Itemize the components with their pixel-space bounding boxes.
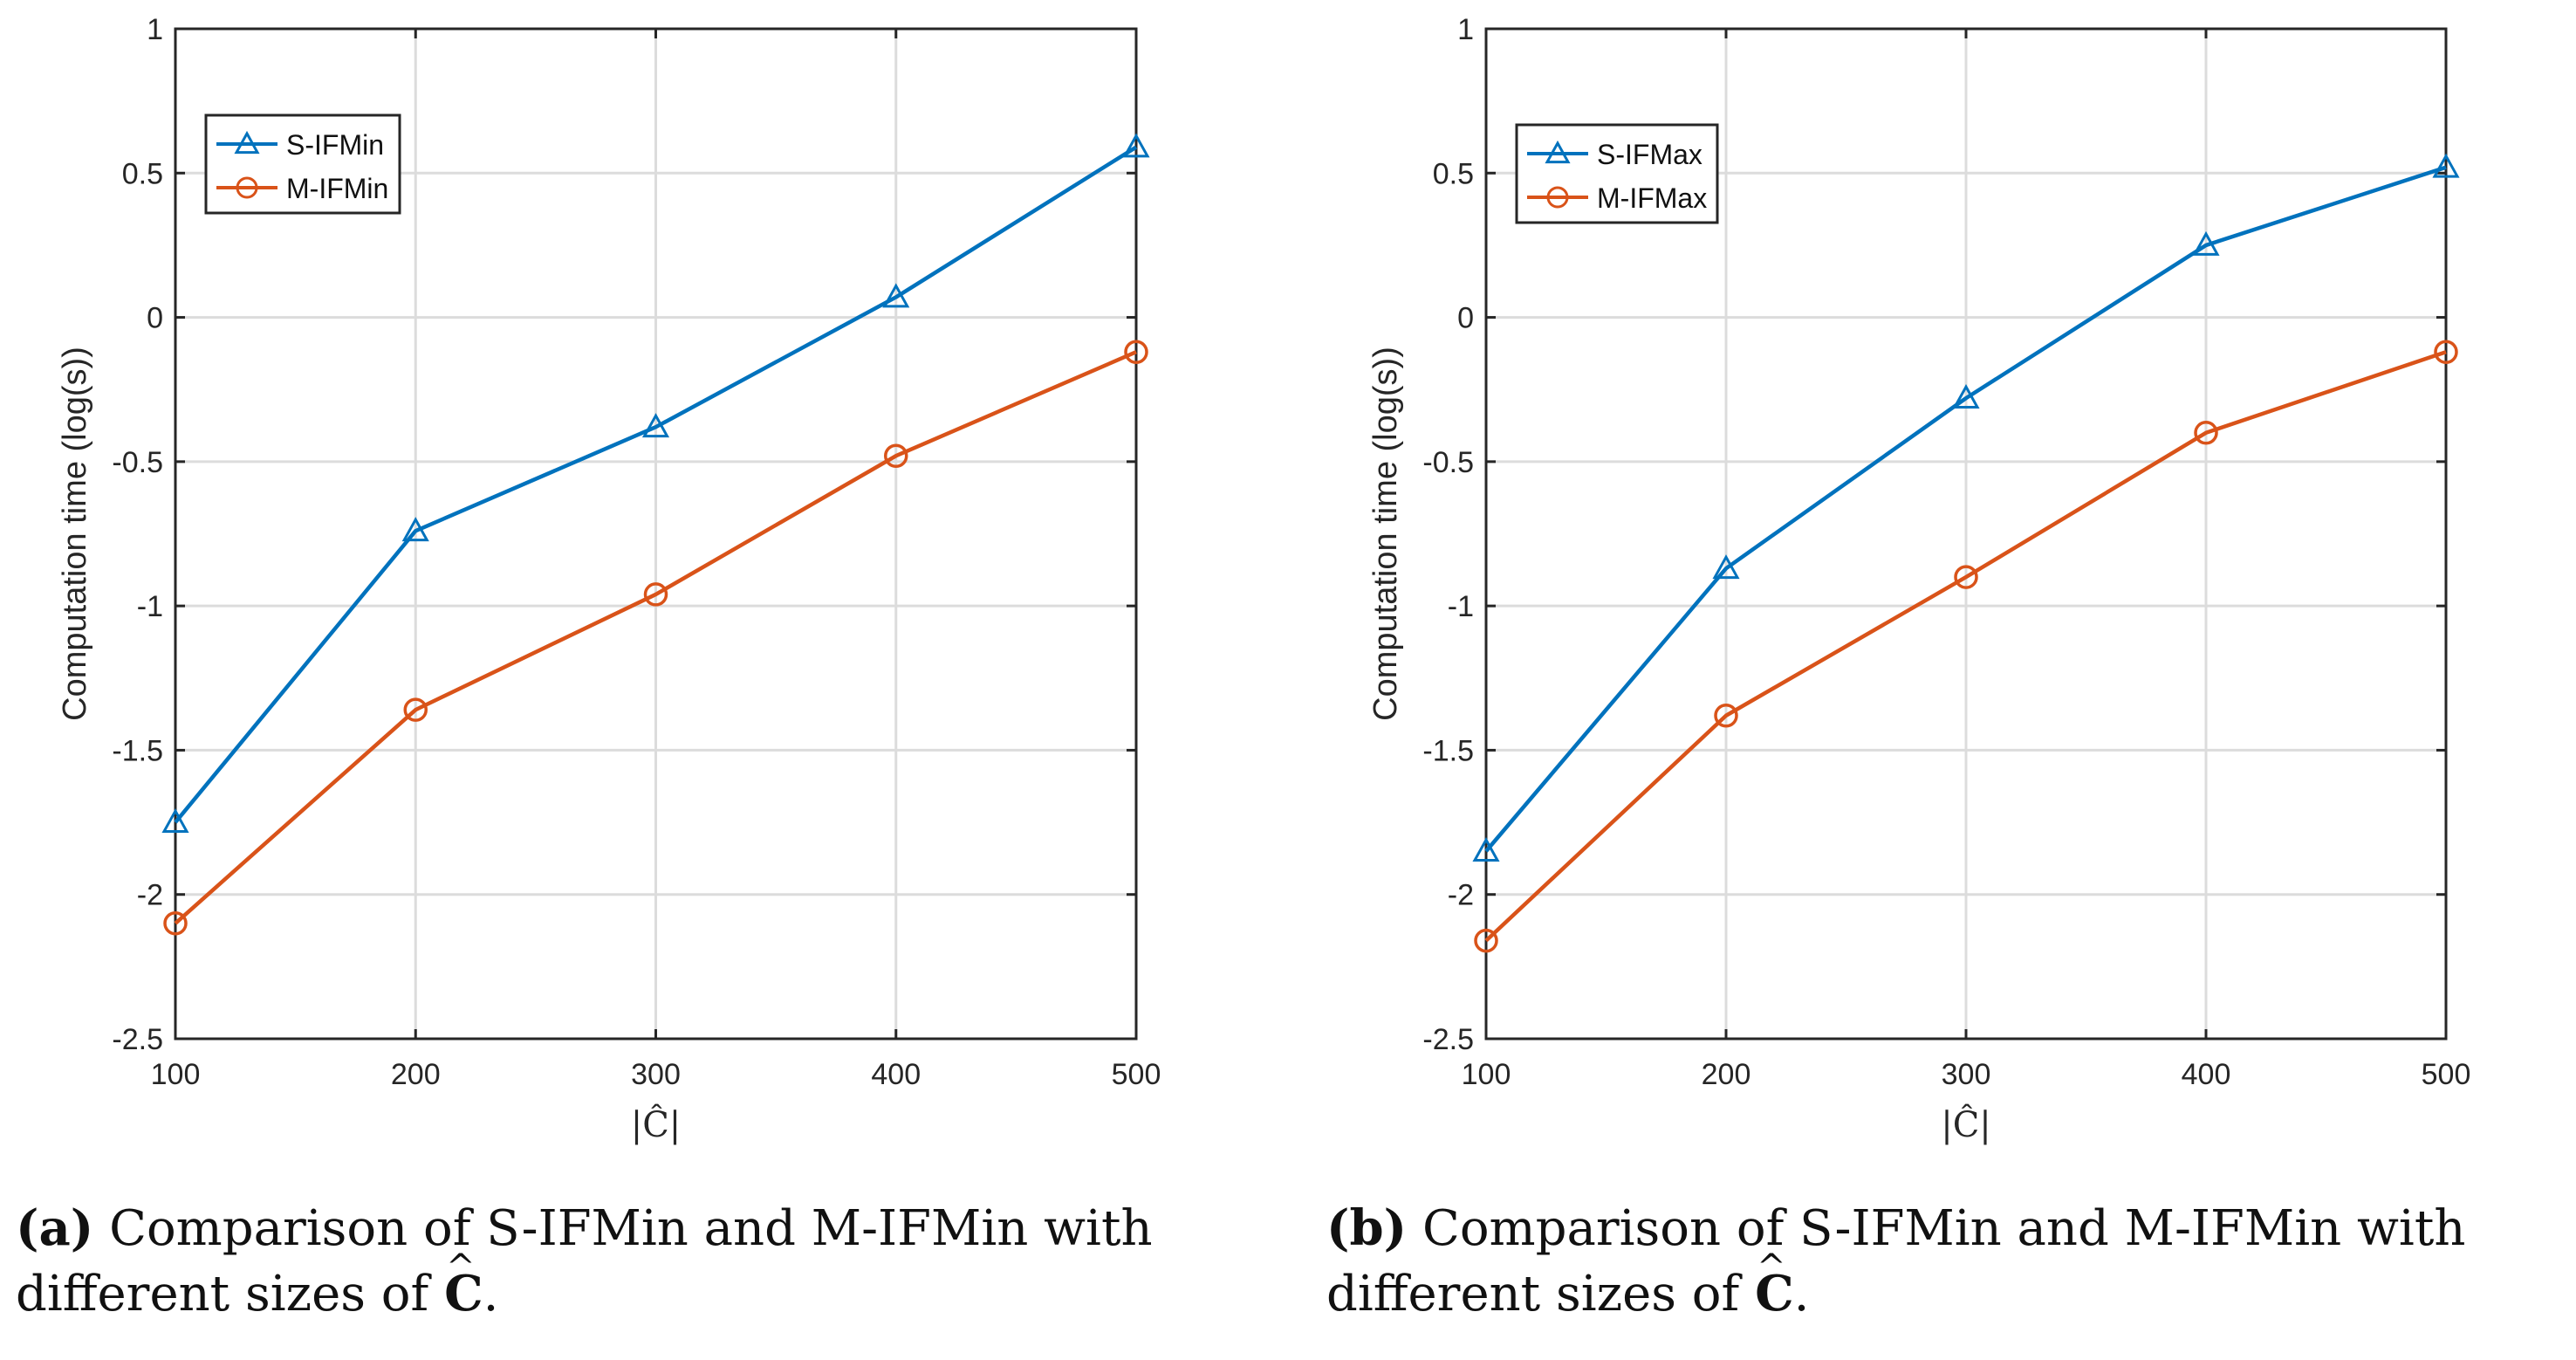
x-tick-label: 400 (871, 1058, 921, 1091)
x-tick-label: 400 (2182, 1058, 2231, 1091)
caption-b-line1: (b) Comparison of S-IFMin and M-IFMin wi… (1326, 1196, 2576, 1261)
caption-b-line2: different sizes of ^ C. (1326, 1247, 2576, 1327)
data-point-circle (1954, 565, 1978, 589)
legend-marker-circle (236, 176, 258, 199)
y-tick-label: -1 (137, 590, 163, 623)
data-point-circle (2434, 340, 2458, 364)
data-point-circle (884, 443, 908, 468)
series-line-s-ifmin (174, 145, 1138, 824)
caption-b-line2-text: different sizes of (1326, 1266, 1740, 1322)
caption-b-end: . (1793, 1266, 1810, 1322)
y-tick-label: -1.5 (112, 734, 163, 767)
data-point-circle (1714, 704, 1738, 728)
caption-a-label: (a) (16, 1199, 94, 1257)
y-tick-label: 1 (147, 13, 163, 46)
caption-a-text: Comparison of S-IFMin and M-IFMin with (109, 1200, 1153, 1257)
x-tick-label: 200 (391, 1058, 441, 1091)
caption-a-line2: different sizes of ^ C. (16, 1247, 1290, 1327)
caption-a-symbol-letter: C (444, 1265, 483, 1322)
y-tick-label: 0 (147, 302, 163, 335)
data-point-triangle (1122, 133, 1150, 158)
caption-b-symbol-letter: C (1755, 1265, 1794, 1322)
y-tick-label: -1.5 (1422, 734, 1474, 767)
caption-a-line1: (a) Comparison of S-IFMin and M-IFMin wi… (16, 1196, 1290, 1261)
data-point-circle (403, 697, 428, 722)
caption-b-text: Comparison of S-IFMin and M-IFMin with (1422, 1200, 2466, 1257)
chart-panel-b: 100 200 300 400 500 1 0.5 0 -0.5 -1 -1.5 -2 -2.5 |Ĉ| C… (1367, 13, 2470, 1145)
y-tick-label: 0 (1457, 302, 1474, 335)
x-tick-label: 500 (2422, 1058, 2471, 1091)
legend-label: S-IFMax (1597, 139, 1702, 170)
data-point-triangle (1952, 384, 1980, 409)
x-tick-label: 300 (1942, 1058, 1991, 1091)
caption-b-hat: ^ (1757, 1247, 1786, 1288)
caption-b: (b) Comparison of S-IFMin and M-IFMin wi… (1326, 1196, 2576, 1327)
x-tick-label: 100 (151, 1058, 201, 1091)
caption-a-line2-text: different sizes of (16, 1266, 429, 1322)
data-point-circle (1474, 928, 1498, 953)
data-point-circle (643, 582, 668, 607)
data-point-triangle (1472, 837, 1500, 862)
series-line-m-ifmax (1484, 350, 2447, 943)
y-axis-label: Computation time (log(s)) (1367, 347, 1404, 721)
caption-b-label: (b) (1326, 1199, 1408, 1257)
x-axis-label: |Ĉ| (631, 1104, 682, 1145)
y-tick-label: -2.5 (1422, 1023, 1474, 1056)
data-point-triangle (882, 283, 910, 308)
series-line-s-ifmax (1484, 165, 2447, 853)
data-point-triangle (2192, 230, 2220, 256)
legend-box (204, 113, 401, 215)
data-point-circle (1124, 340, 1148, 364)
x-tick-label: 200 (1702, 1058, 1751, 1091)
legend-marker-circle (1546, 186, 1569, 209)
y-tick-label: -1 (1448, 590, 1474, 623)
legend-label: M-IFMax (1597, 182, 1707, 214)
series-line-m-ifmin (174, 350, 1137, 925)
data-point-circle (2194, 421, 2218, 445)
caption-a-hat: ^ (446, 1247, 476, 1288)
x-tick-label: 100 (1462, 1058, 1511, 1091)
y-tick-label: -0.5 (1422, 446, 1474, 479)
legend-label: M-IFMin (286, 173, 388, 204)
y-tick-label: 1 (1457, 13, 1474, 46)
y-tick-label: -0.5 (112, 446, 163, 479)
y-tick-label: -2.5 (112, 1023, 163, 1056)
x-tick-label: 300 (631, 1058, 681, 1091)
caption-b-symbol: ^ C (1755, 1247, 1794, 1326)
caption-a-end: . (483, 1266, 499, 1322)
data-point-triangle (161, 807, 189, 833)
y-tick-label: 0.5 (122, 157, 163, 190)
caption-a-symbol: ^ C (444, 1247, 483, 1326)
y-tick-label: -2 (1448, 879, 1474, 912)
data-point-circle (163, 911, 188, 936)
data-point-triangle (641, 413, 670, 438)
chart-panel-a: 100 200 300 400 500 1 0.5 0 -0.5 -1 -1.5 -2 -2.5 |Ĉ| C… (57, 13, 1161, 1145)
x-axis-label: |Ĉ| (1941, 1104, 1991, 1145)
data-point-triangle (401, 517, 429, 542)
data-point-triangle (2432, 153, 2460, 178)
x-tick-label: 500 (1112, 1058, 1161, 1091)
legend-marker-triangle (1545, 140, 1571, 164)
y-axis-label: Computation time (log(s)) (57, 347, 93, 721)
caption-a: (a) Comparison of S-IFMin and M-IFMin wi… (16, 1196, 1290, 1327)
legend-label: S-IFMin (286, 129, 384, 161)
y-tick-label: 0.5 (1433, 157, 1474, 190)
legend-box (1515, 123, 1719, 224)
legend-marker-triangle (234, 130, 260, 155)
data-point-triangle (1712, 554, 1740, 580)
y-tick-label: -2 (137, 879, 163, 912)
